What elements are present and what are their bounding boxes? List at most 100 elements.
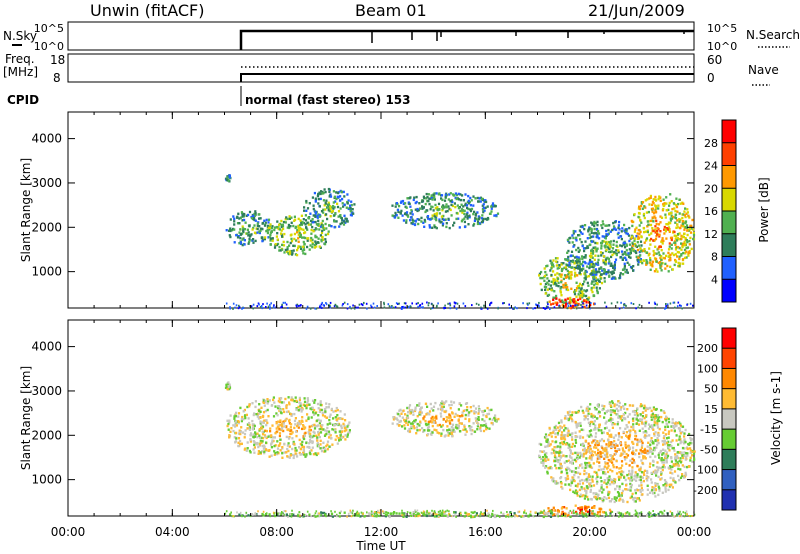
data-cell [681, 258, 685, 261]
data-cell [287, 455, 290, 459]
data-cell [435, 226, 438, 230]
data-cell [641, 207, 644, 210]
data-cell [303, 434, 306, 437]
data-cell [418, 428, 421, 432]
data-cell [626, 435, 629, 438]
data-cell [253, 451, 256, 454]
data-cell [619, 442, 622, 445]
data-cell [589, 455, 592, 458]
data-cell [532, 307, 534, 310]
data-cell [596, 480, 599, 483]
data-cell [647, 441, 650, 444]
data-cell [664, 262, 667, 266]
data-cell [586, 237, 589, 240]
data-cell [590, 227, 593, 230]
data-cell [277, 444, 280, 447]
data-cell [658, 427, 661, 431]
data-cell [666, 442, 669, 445]
data-cell [567, 459, 570, 462]
data-cell [329, 413, 332, 416]
data-cell [590, 458, 593, 461]
data-cell [613, 496, 616, 499]
data-cell [395, 202, 398, 205]
data-cell [589, 452, 593, 455]
data-cell [443, 435, 446, 438]
data-cell [313, 423, 316, 427]
data-cell [447, 302, 449, 305]
data-cell [655, 219, 658, 223]
data-cell [407, 306, 410, 309]
data-cell [397, 412, 400, 416]
data-cell [275, 412, 278, 415]
data-cell [460, 203, 463, 206]
data-cell [563, 441, 566, 445]
data-cell [681, 473, 684, 476]
data-cell [306, 401, 309, 404]
data-cell [567, 431, 570, 434]
data-cell [287, 252, 290, 255]
data-cell [297, 240, 300, 243]
data-cell [585, 449, 588, 452]
data-cell [547, 441, 550, 444]
data-cell [407, 406, 411, 409]
power-ylabel: Slant Range [km] [19, 158, 33, 262]
data-cell [665, 307, 667, 309]
data-cell [625, 484, 628, 487]
data-cell [397, 210, 400, 214]
data-cell [675, 434, 678, 437]
data-cell [642, 259, 645, 262]
data-cell [252, 217, 255, 221]
data-cell [445, 419, 449, 422]
data-cell [646, 445, 649, 448]
data-cell [654, 228, 657, 232]
data-cell [603, 457, 606, 460]
data-cell [638, 212, 641, 215]
data-cell [431, 303, 433, 306]
data-cell [564, 266, 567, 269]
data-cell [236, 236, 240, 239]
data-cell [291, 453, 294, 457]
data-cell [568, 306, 571, 309]
data-cell [567, 255, 570, 259]
data-cell [401, 307, 404, 310]
data-cell [589, 403, 592, 406]
data-cell [689, 459, 692, 462]
data-cell [651, 263, 654, 266]
data-cell [256, 231, 259, 234]
data-cell [308, 403, 311, 406]
data-cell [335, 435, 338, 438]
data-cell [607, 228, 610, 232]
data-cell [251, 426, 255, 429]
data-cell [598, 489, 601, 493]
data-cell [631, 224, 634, 228]
data-cell [587, 473, 591, 476]
data-cell [464, 413, 467, 417]
data-cell [676, 237, 679, 240]
data-cell [513, 307, 515, 310]
data-cell [621, 482, 624, 486]
data-cell [317, 431, 320, 434]
data-cell [607, 441, 611, 444]
data-cell [343, 301, 346, 304]
data-cell [258, 225, 261, 228]
data-cell [564, 415, 567, 418]
data-cell [646, 452, 649, 455]
data-cell [665, 415, 668, 418]
data-cell [597, 412, 600, 415]
data-cell [277, 425, 280, 429]
data-cell [293, 419, 297, 423]
data-cell [476, 418, 479, 421]
data-cell [292, 249, 295, 252]
data-cell [683, 432, 686, 435]
data-cell [320, 190, 323, 193]
data-cell [486, 406, 489, 410]
data-cell [472, 422, 475, 425]
data-cell [262, 401, 265, 404]
data-cell [441, 424, 444, 427]
data-cell [573, 266, 576, 270]
data-cell [474, 411, 477, 414]
data-cell [297, 234, 300, 237]
data-cell [581, 244, 584, 248]
data-cell [310, 232, 313, 235]
data-cell [588, 262, 591, 265]
